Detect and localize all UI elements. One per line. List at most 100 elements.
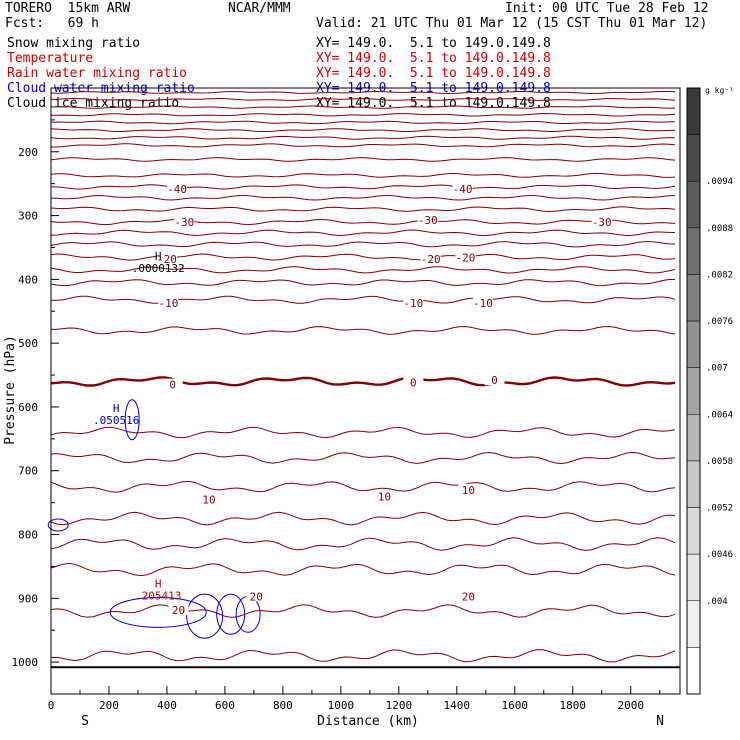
x-tick-label: 1400 (444, 699, 471, 712)
isotherm-label: -40 (167, 183, 187, 196)
colorbar-swatch (686, 460, 701, 508)
x-tick-label: 1600 (502, 699, 529, 712)
isotherm-line (50, 105, 676, 109)
isotherm-line (50, 157, 676, 162)
cloud-water-contours (47, 399, 261, 639)
colorbar-label: .0094 (706, 177, 733, 187)
x-tick-label: 1000 (328, 699, 355, 712)
legend-name-rain: Rain water mixing ratio (7, 66, 188, 81)
extremum-marker: H (155, 250, 162, 263)
cloud-water-contour (186, 593, 224, 639)
colorbar-label: .0046 (706, 550, 733, 560)
label-mask (374, 490, 395, 502)
colorbar-unit: g kg⁻¹ (705, 86, 734, 95)
isotherm-label: -40 (453, 183, 473, 196)
model-title: TORERO 15km ARW (5, 1, 131, 16)
isotherm-line (50, 295, 676, 304)
isotherm-label: 0 (410, 377, 417, 390)
isotherm-line (50, 325, 676, 335)
isotherm-label: -20 (157, 253, 177, 266)
y-axis-ticks: 200 300 400 500 600 700 800 900 1000 (12, 119, 59, 669)
x-tick-label: 600 (215, 699, 235, 712)
y-tick-label: 900 (18, 592, 38, 605)
isotherm-line (50, 120, 676, 125)
y-tick-label: 200 (18, 146, 38, 159)
y-tick-label: 300 (18, 210, 38, 223)
colorbar-swatch (686, 87, 701, 135)
isotherm-line (50, 562, 676, 577)
colorbar-swatch (686, 647, 701, 695)
colorbar-swatch (686, 414, 701, 462)
valid-time: Valid: 21 UTC Thu 01 Mar 12 (15 CST Thu … (316, 16, 708, 31)
cloud-water-contour (109, 596, 207, 628)
label-mask (198, 493, 219, 505)
y-tick-label: 700 (18, 465, 38, 478)
legend-xy-rain: XY= 149.0. 5.1 to 149.0.149.8 (316, 66, 551, 81)
isotherm-label: -30 (418, 214, 438, 227)
isotherm-line (50, 649, 676, 663)
colorbar-label: .0082 (706, 270, 733, 280)
colorbar-swatch (686, 180, 701, 229)
isotherm-label: -20 (456, 252, 476, 265)
label-mask (458, 483, 479, 495)
isotherm-label: -30 (174, 216, 194, 229)
isotherm-line (50, 90, 676, 95)
legend-xy-temperature: XY= 149.0. 5.1 to 149.0.149.8 (316, 51, 551, 66)
colorbar-frame (686, 87, 701, 695)
label-mask (472, 296, 493, 308)
label-mask (417, 214, 438, 226)
colorbar-swatch (686, 134, 701, 182)
label-mask (156, 252, 177, 264)
label-mask (455, 251, 476, 263)
isotherm-label: -20 (421, 253, 441, 266)
extremum-value: .205413 (135, 589, 181, 602)
isotherm-line (50, 511, 676, 526)
y-tick-label: 600 (18, 401, 38, 414)
colorbar-swatch (686, 367, 701, 415)
contour-labels: -40 -40 -30 -30 -30 -20 -20 -20 -10 -10 -10 0 0 0 10 10… (93, 182, 612, 617)
cloud-water-contour (124, 399, 140, 441)
init-time: Init: 00 UTC Tue 28 Feb 12 (505, 1, 709, 16)
extremum-value: .0000132 (132, 262, 185, 275)
label-mask (484, 374, 505, 386)
label-mask (158, 296, 179, 308)
isotherm-line (50, 112, 676, 117)
x-axis-label: Distance (km) (317, 714, 419, 729)
isotherm-line (50, 128, 675, 132)
isotherm-line (50, 278, 676, 287)
org-label: NCAR/MMM (228, 1, 291, 16)
label-mask (420, 252, 441, 264)
isotherm-label: -30 (592, 216, 612, 229)
isotherm-line (50, 135, 675, 140)
isotherm-line (50, 266, 676, 274)
isotherm-label: -10 (473, 297, 493, 310)
isotherm-label: 10 (202, 493, 215, 506)
y-tick-label: 800 (18, 529, 38, 542)
legend-name-temperature: Temperature (7, 51, 94, 66)
colorbar-swatch (686, 507, 701, 555)
label-mask (174, 215, 195, 227)
x-axis-ticks: 0 200 400 600 800 1000 1200 1400 1600 1800 2000 (48, 686, 661, 712)
forecast-hour: Fcst: 69 h (5, 16, 99, 31)
isotherm-label: 20 (462, 590, 475, 603)
colorbar-swatch (686, 320, 701, 368)
isotherm-label: 10 (378, 490, 391, 503)
extremum-value: .050516 (93, 414, 139, 427)
isotherm-label: 0 (491, 374, 498, 387)
isotherm-line (50, 206, 676, 213)
legend-xy-snow: XY= 149.0. 5.1 to 149.0.149.8 (316, 36, 551, 51)
isotherm-label: 20 (250, 590, 263, 603)
isotherm-line (50, 376, 676, 387)
label-mask (168, 603, 189, 615)
colorbar-label: .0064 (706, 410, 733, 420)
isotherm-line (50, 218, 676, 226)
colorbar: .0094 .0088 .0082 .0076 .007 .0064 .0058 .0052.… (686, 87, 733, 695)
isotherm-label: 0 (169, 379, 176, 392)
label-mask (167, 182, 188, 194)
cloud-water-contour (216, 593, 246, 635)
isotherm-line (50, 97, 676, 102)
isotherm-label: 10 (462, 484, 475, 497)
y-tick-label: 1000 (12, 656, 39, 669)
label-mask (162, 378, 183, 390)
isotherm-line (50, 194, 676, 201)
